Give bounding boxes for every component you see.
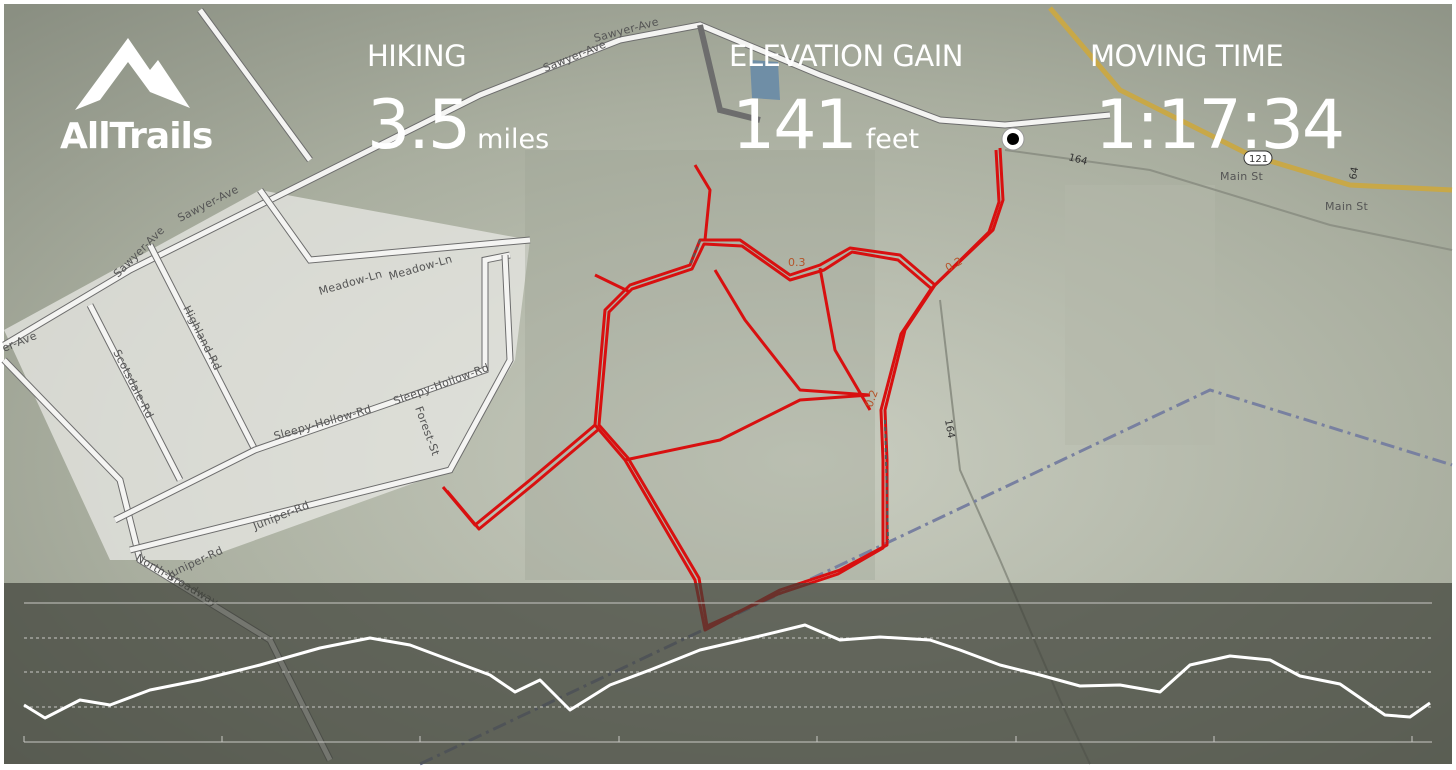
- logo-text: AllTrails: [60, 116, 212, 157]
- trail-dashed: [689, 239, 889, 541]
- distance-marker: 0.3: [788, 256, 806, 269]
- stat-value: 141 feet: [732, 86, 919, 165]
- profile-grid: [23, 602, 1432, 743]
- logo-mark: [75, 38, 190, 110]
- field: [1065, 185, 1215, 445]
- distance-marker: 0.2: [863, 388, 881, 409]
- residential-area: [4, 190, 530, 560]
- stat-value-number: 141: [732, 86, 856, 165]
- stat-unit: miles: [477, 124, 549, 155]
- route-shield-label: 121: [1249, 154, 1268, 165]
- stat-unit: feet: [866, 124, 919, 155]
- route-label: 164: [1067, 152, 1088, 168]
- stat-value-number: 3.5: [367, 86, 469, 165]
- stat-value: 3.5 miles: [367, 86, 549, 165]
- street-label: Main St: [1220, 170, 1264, 183]
- route-shield: [1243, 150, 1273, 166]
- start-marker-dot: [1007, 133, 1019, 145]
- road-main: [1004, 149, 1453, 251]
- route-label: 64: [1348, 166, 1361, 180]
- woodland: [525, 150, 875, 580]
- stat-label: HIKING: [367, 39, 466, 73]
- route-label: 164: [942, 419, 956, 440]
- profile-panel: [4, 583, 1452, 764]
- elevation-line: [23, 623, 1431, 720]
- stat-value: 1:17:34: [1095, 86, 1343, 165]
- stat-label: ELEVATION GAIN: [729, 39, 963, 73]
- track: [441, 147, 1005, 632]
- pond: [750, 60, 780, 100]
- street-label: Main St: [1325, 200, 1369, 213]
- stat-label: MOVING TIME: [1090, 39, 1283, 73]
